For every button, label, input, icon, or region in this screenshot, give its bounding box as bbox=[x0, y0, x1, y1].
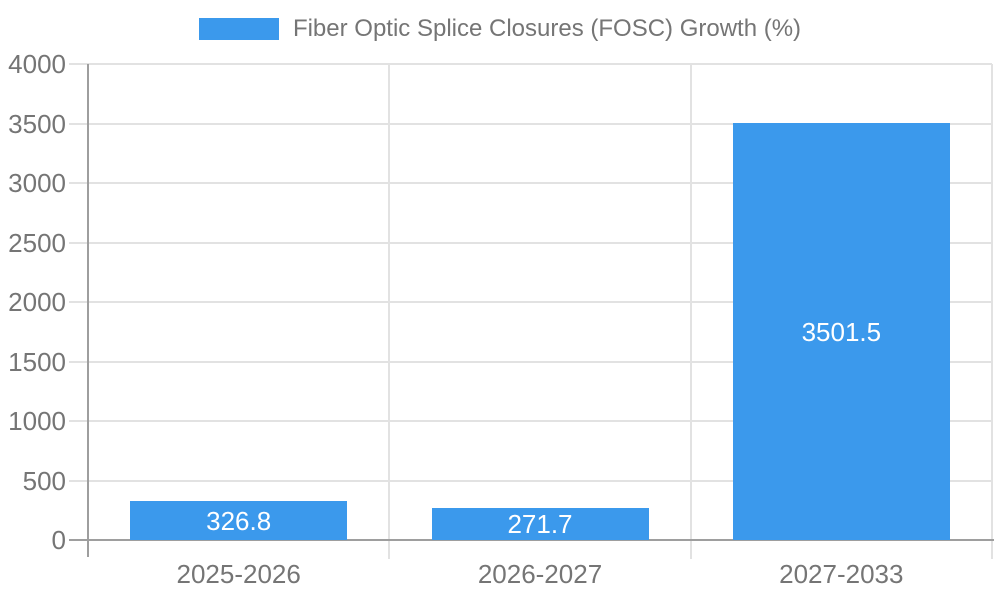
y-tick-label: 1500 bbox=[8, 346, 66, 377]
bar-2026-2027: 271.7 bbox=[431, 507, 649, 540]
y-gridline bbox=[69, 479, 992, 482]
y-gridline bbox=[69, 122, 992, 125]
y-tick-label: 3000 bbox=[8, 168, 66, 198]
y-gridline bbox=[69, 420, 992, 422]
x-tick-label: 2027-2033 bbox=[779, 559, 904, 589]
bar-2027-2033: 3501.5 bbox=[732, 123, 950, 540]
y-gridline bbox=[69, 63, 992, 65]
y-gridline bbox=[69, 182, 992, 184]
y-tick-label: 3500 bbox=[8, 108, 66, 139]
y-gridline bbox=[69, 360, 992, 363]
x-tick-label: 2026-2027 bbox=[477, 559, 603, 589]
x-gridline bbox=[991, 64, 993, 559]
y-tick-label: 2000 bbox=[8, 287, 66, 317]
chart-legend: Fiber Optic Splice Closures (FOSC) Growt… bbox=[0, 14, 1000, 44]
legend-swatch-icon bbox=[198, 18, 279, 40]
x-tick-label: 2025-2026 bbox=[176, 559, 301, 589]
y-tick-label: 1000 bbox=[8, 406, 66, 436]
bar-value-label: 271.7 bbox=[507, 508, 573, 539]
legend-label: Fiber Optic Splice Closures (FOSC) Growt… bbox=[292, 15, 802, 42]
bar-2025-2026: 326.8 bbox=[130, 501, 348, 540]
x-gridline bbox=[388, 64, 391, 559]
bar-value-label: 326.8 bbox=[206, 505, 272, 536]
y-tick-label: 0 bbox=[51, 525, 66, 555]
y-gridline bbox=[69, 301, 992, 303]
y-tick-label: 500 bbox=[22, 465, 66, 496]
x-axis-line bbox=[69, 539, 994, 541]
legend-item[interactable]: Fiber Optic Splice Closures (FOSC) Growt… bbox=[198, 14, 802, 44]
y-gridline bbox=[69, 241, 992, 244]
bar-value-label: 3501.5 bbox=[801, 316, 882, 347]
y-tick-label: 2500 bbox=[8, 227, 66, 258]
y-axis-line bbox=[87, 64, 89, 557]
x-gridline bbox=[689, 64, 692, 559]
y-tick-label: 4000 bbox=[8, 49, 66, 79]
